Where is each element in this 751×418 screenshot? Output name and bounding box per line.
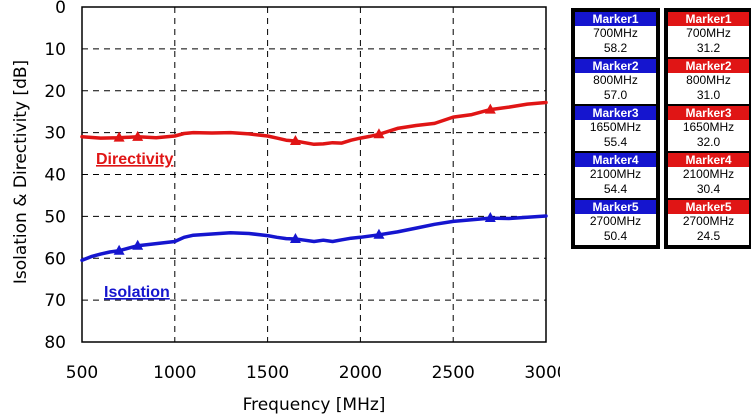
marker-value: 55.4 xyxy=(575,135,656,151)
marker-frequency: 2700MHz xyxy=(668,214,749,229)
marker-block: Marker4 2100MHz 54.4 xyxy=(575,153,656,198)
marker-block: Marker1 700MHz 31.2 xyxy=(668,12,749,57)
series-layer xyxy=(80,100,548,263)
y-tick-label: 0 xyxy=(55,0,66,18)
marker-point-directivity xyxy=(113,131,125,142)
marker-block: Marker2 800MHz 57.0 xyxy=(575,59,656,104)
marker-frequency: 1650MHz xyxy=(575,120,656,135)
marker-block: Marker5 2700MHz 50.4 xyxy=(575,200,656,245)
x-tick-label: 1500 xyxy=(246,363,289,383)
y-tick-label: 50 xyxy=(44,207,66,227)
marker-point-isolation xyxy=(373,228,385,239)
series-label-isolation: Isolation xyxy=(104,284,170,301)
marker-frequency: 2700MHz xyxy=(575,214,656,229)
marker-frequency: 700MHz xyxy=(575,26,656,41)
series-line-directivity xyxy=(80,100,548,147)
y-tick-label: 20 xyxy=(44,82,66,102)
marker-layer xyxy=(113,103,496,255)
y-tick-labels: 0 10 20 30 40 50 60 70 80 xyxy=(44,0,66,353)
grid xyxy=(82,7,546,342)
marker-point-isolation xyxy=(289,232,301,243)
marker-point-directivity xyxy=(289,135,301,145)
marker-point-directivity xyxy=(373,128,385,139)
marker-point-isolation xyxy=(484,212,496,223)
series-label-directivity: Directivity xyxy=(96,151,173,168)
marker-header: Marker2 xyxy=(668,59,749,73)
marker-header: Marker1 xyxy=(575,12,656,26)
marker-frequency: 700MHz xyxy=(668,26,749,41)
marker-frequency: 1650MHz xyxy=(668,120,749,135)
marker-frequency: 2100MHz xyxy=(575,167,656,182)
marker-frequency: 2100MHz xyxy=(668,167,749,182)
marker-block: Marker3 1650MHz 55.4 xyxy=(575,106,656,151)
marker-point-directivity xyxy=(132,130,144,141)
isolation-marker-table: Marker1 700MHz 58.2 Marker2 800MHz 57.0 … xyxy=(571,8,660,249)
marker-block: Marker4 2100MHz 30.4 xyxy=(668,153,749,198)
x-tick-label: 3000 xyxy=(524,363,560,383)
marker-header: Marker1 xyxy=(668,12,749,26)
y-tick-label: 80 xyxy=(44,333,66,353)
x-tick-label: 2000 xyxy=(339,363,382,383)
plot-frame xyxy=(81,6,547,343)
marker-value: 31.0 xyxy=(668,88,749,104)
x-tick-label: 1000 xyxy=(153,363,196,383)
marker-value: 54.4 xyxy=(575,182,656,198)
directivity-marker-table: Marker1 700MHz 31.2 Marker2 800MHz 31.0 … xyxy=(664,8,751,249)
marker-tables: Marker1 700MHz 58.2 Marker2 800MHz 57.0 … xyxy=(571,8,751,249)
marker-value: 50.4 xyxy=(575,229,656,245)
marker-header: Marker5 xyxy=(668,200,749,214)
y-tick-label: 10 xyxy=(44,40,66,60)
x-tick-label: 2500 xyxy=(432,363,475,383)
y-axis-title: Isolation & Directivity [dB] xyxy=(11,60,31,284)
marker-point-isolation xyxy=(113,244,125,255)
x-tick-label: 500 xyxy=(66,363,98,383)
marker-header: Marker3 xyxy=(575,106,656,120)
marker-block: Marker1 700MHz 58.2 xyxy=(575,12,656,57)
marker-value: 30.4 xyxy=(668,182,749,198)
x-axis-title: Frequency [MHz] xyxy=(243,395,386,415)
marker-value: 24.5 xyxy=(668,229,749,245)
marker-value: 58.2 xyxy=(575,41,656,57)
marker-point-isolation xyxy=(132,239,144,250)
marker-header: Marker4 xyxy=(575,153,656,167)
marker-header: Marker5 xyxy=(575,200,656,214)
y-tick-label: 70 xyxy=(44,291,66,311)
y-tick-label: 30 xyxy=(44,124,66,144)
y-tick-label: 60 xyxy=(44,249,66,269)
marker-block: Marker5 2700MHz 24.5 xyxy=(668,200,749,245)
marker-point-directivity xyxy=(484,103,496,114)
x-tick-labels: 500 1000 1500 2000 2500 3000 xyxy=(66,363,560,383)
marker-block: Marker2 800MHz 31.0 xyxy=(668,59,749,104)
chart: 0 10 20 30 40 50 60 70 80 500 1000 1500 2000 2500 300… xyxy=(11,0,560,415)
marker-value: 31.2 xyxy=(668,41,749,57)
marker-header: Marker3 xyxy=(668,106,749,120)
marker-header: Marker4 xyxy=(668,153,749,167)
marker-block: Marker3 1650MHz 32.0 xyxy=(668,106,749,151)
marker-header: Marker2 xyxy=(575,59,656,73)
y-tick-label: 40 xyxy=(44,166,66,186)
marker-frequency: 800MHz xyxy=(668,73,749,88)
series-line-isolation xyxy=(80,214,548,263)
marker-frequency: 800MHz xyxy=(575,73,656,88)
marker-value: 32.0 xyxy=(668,135,749,151)
marker-value: 57.0 xyxy=(575,88,656,104)
